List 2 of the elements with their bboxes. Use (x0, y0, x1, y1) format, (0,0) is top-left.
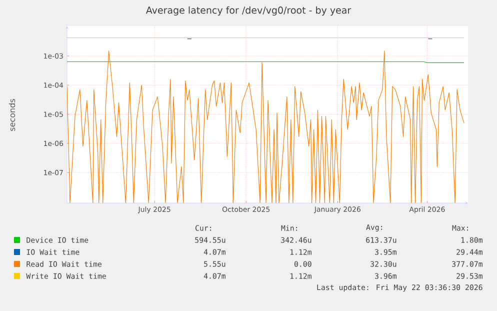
y-axis-title: seconds (8, 99, 16, 131)
chart-title: Average latency for /dev/vg0/root - by year (146, 6, 352, 16)
